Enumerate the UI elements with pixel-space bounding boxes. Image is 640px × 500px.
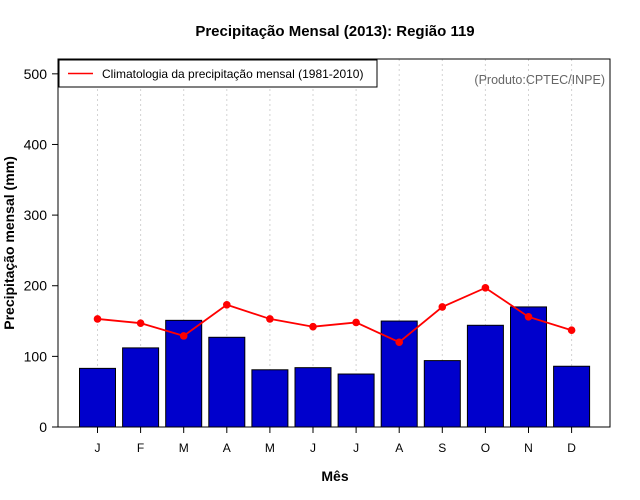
- chart-title: Precipitação Mensal (2013): Região 119: [195, 23, 474, 40]
- climatology-line: [97, 286, 572, 344]
- y-axis-label: Precipitação mensal (mm): [1, 156, 17, 330]
- y-tick-label: 100: [24, 348, 48, 364]
- y-tick-label: 0: [39, 419, 47, 435]
- climatology-point: [352, 318, 360, 327]
- legend-box: [58, 59, 378, 88]
- bar: [122, 347, 160, 428]
- climatology-point: [481, 284, 490, 292]
- y-tick-label: 500: [24, 66, 48, 82]
- y-tick-label: 300: [24, 207, 48, 223]
- climatology-point: [223, 301, 231, 309]
- x-tick-label: S: [438, 441, 446, 455]
- bar: [208, 336, 246, 428]
- x-tick-label: A: [223, 441, 231, 455]
- bar: [510, 306, 547, 428]
- x-tick-label: A: [395, 441, 403, 455]
- x-tick-label: J: [95, 441, 101, 455]
- bar-series: [79, 306, 591, 428]
- plot-frame: [57, 58, 611, 428]
- x-tick-label: M: [179, 441, 189, 455]
- x-tick-label: J: [353, 441, 359, 455]
- climatology-point: [524, 313, 533, 321]
- x-tick-label: O: [481, 441, 490, 455]
- climatology-point: [567, 326, 576, 335]
- y-axis: 0 100 200 300 400 500: [24, 66, 58, 435]
- bar: [337, 373, 375, 428]
- bar: [294, 367, 332, 428]
- legend: Climatologia da precipitação mensal (198…: [58, 59, 378, 88]
- product-credit: (Produto:CPTEC/INPE): [474, 73, 605, 87]
- climatology-point: [438, 303, 447, 311]
- climatology-series: [93, 284, 576, 347]
- climatology-point: [266, 315, 274, 323]
- x-tick-label: J: [310, 441, 316, 455]
- climatology-point: [179, 332, 188, 340]
- x-tick-label: F: [137, 441, 144, 455]
- bar: [79, 367, 116, 428]
- x-axis-label: Mês: [321, 468, 348, 484]
- bar: [251, 369, 289, 428]
- bar: [423, 360, 461, 428]
- y-tick-label: 400: [24, 136, 48, 152]
- legend-label: Climatologia da precipitação mensal (198…: [102, 67, 363, 81]
- climatology-point: [395, 338, 404, 347]
- y-tick-label: 200: [24, 278, 48, 294]
- x-tick-label: D: [567, 441, 576, 455]
- x-tick-label: N: [524, 441, 533, 455]
- climatology-point: [309, 322, 317, 331]
- x-tick-label: M: [265, 441, 275, 455]
- bar: [553, 365, 591, 428]
- climatology-point: [136, 319, 145, 327]
- climatology-point: [93, 315, 102, 323]
- bar: [466, 324, 504, 428]
